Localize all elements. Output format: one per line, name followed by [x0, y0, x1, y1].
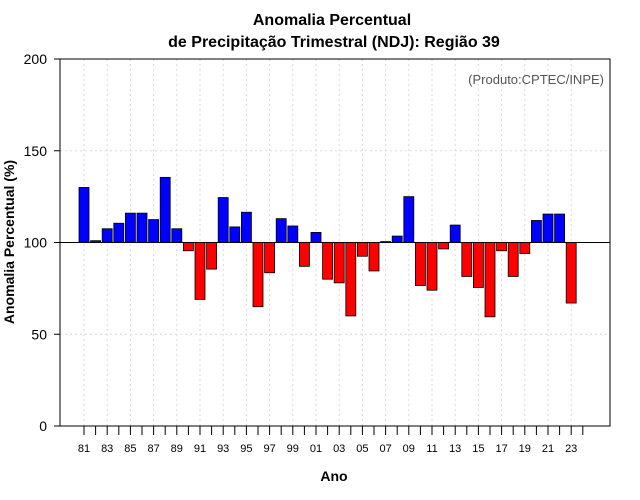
bar-11	[426, 242, 438, 291]
x-tick-label: 03	[333, 443, 345, 455]
bar-07	[380, 241, 392, 243]
x-tick-label: 19	[519, 443, 531, 455]
bar-02	[322, 242, 334, 280]
bar-22	[554, 213, 565, 243]
bar-97	[264, 242, 276, 274]
x-tick-label: 05	[356, 443, 368, 455]
bar-83	[101, 228, 113, 243]
bar-13	[449, 224, 461, 243]
bar-17	[496, 242, 508, 252]
bar-20	[531, 220, 542, 243]
x-tick-label: 97	[263, 443, 275, 455]
x-tick-label: 99	[287, 443, 299, 455]
x-tick-label: 13	[449, 443, 461, 455]
y-axis-title: Anomalia Percentual (%)	[1, 160, 17, 324]
bar-85	[125, 212, 136, 243]
chart-title-line2: de Precipitação Trimestral (NDJ): Região…	[168, 34, 500, 51]
bar-91	[194, 242, 206, 300]
x-tick-label: 17	[495, 443, 507, 455]
x-tick-label: 81	[78, 443, 90, 455]
x-tick-label: 23	[565, 443, 577, 455]
bar-10	[414, 242, 426, 287]
x-tick-label: 21	[542, 443, 554, 455]
x-tick-label: 95	[240, 443, 252, 455]
bar-08	[391, 235, 403, 243]
bar-04	[345, 242, 357, 317]
x-tick-label: 93	[217, 443, 229, 455]
bar-00	[298, 242, 310, 267]
y-tick-label: 0	[39, 418, 47, 434]
bar-99	[287, 225, 299, 243]
bar-01	[310, 232, 322, 243]
bar-96	[252, 242, 264, 308]
bar-81	[78, 187, 90, 243]
grid-lines	[60, 59, 610, 426]
bar-21	[542, 213, 554, 243]
bar-18	[507, 242, 519, 277]
bar-95	[240, 211, 252, 243]
bar-16	[484, 242, 496, 318]
bar-92	[206, 242, 218, 270]
chart-title-line1: Anomalia Percentual	[253, 12, 411, 29]
bar-90	[182, 242, 194, 252]
x-axis-title: Ano	[320, 468, 347, 484]
bar-82	[90, 240, 101, 243]
y-axis: 0 50 100 150 200	[24, 51, 60, 434]
bar-94	[229, 226, 241, 243]
x-tick-label: 83	[101, 443, 113, 455]
bar-06	[368, 242, 380, 272]
bar-93	[217, 197, 229, 243]
bar-23	[565, 242, 577, 304]
credit-text: (Produto:CPTEC/INPE)	[468, 72, 604, 87]
bar-12	[438, 242, 450, 250]
x-tick-label: 85	[124, 443, 136, 455]
x-axis: 81 83 85 87 89 91 93 95 97 99 01 03 05 07 09 11 13 15 17 19…	[78, 426, 584, 455]
bar-05	[356, 242, 368, 257]
bar-15	[472, 242, 484, 288]
bar-88	[159, 176, 171, 243]
bars-group	[78, 176, 577, 318]
x-tick-label: 01	[310, 443, 322, 455]
bar-14	[461, 242, 473, 277]
y-tick-label: 100	[24, 235, 48, 251]
x-tick-label: 09	[403, 443, 415, 455]
y-tick-label: 200	[24, 51, 48, 67]
bar-98	[275, 218, 287, 243]
bar-89	[171, 228, 183, 243]
bar-86	[136, 212, 148, 243]
x-tick-label: 87	[147, 443, 159, 455]
x-tick-label: 15	[472, 443, 484, 455]
bar-87	[148, 219, 160, 243]
x-tick-label: 91	[194, 443, 206, 455]
bar-84	[113, 222, 125, 243]
x-tick-label: 07	[379, 443, 391, 455]
x-tick-label: 89	[171, 443, 183, 455]
bar-03	[333, 242, 345, 284]
bar-19	[519, 242, 531, 254]
bar-09	[403, 196, 415, 243]
y-tick-label: 50	[31, 326, 47, 342]
y-tick-label: 150	[24, 143, 48, 159]
x-tick-label: 11	[426, 443, 437, 455]
